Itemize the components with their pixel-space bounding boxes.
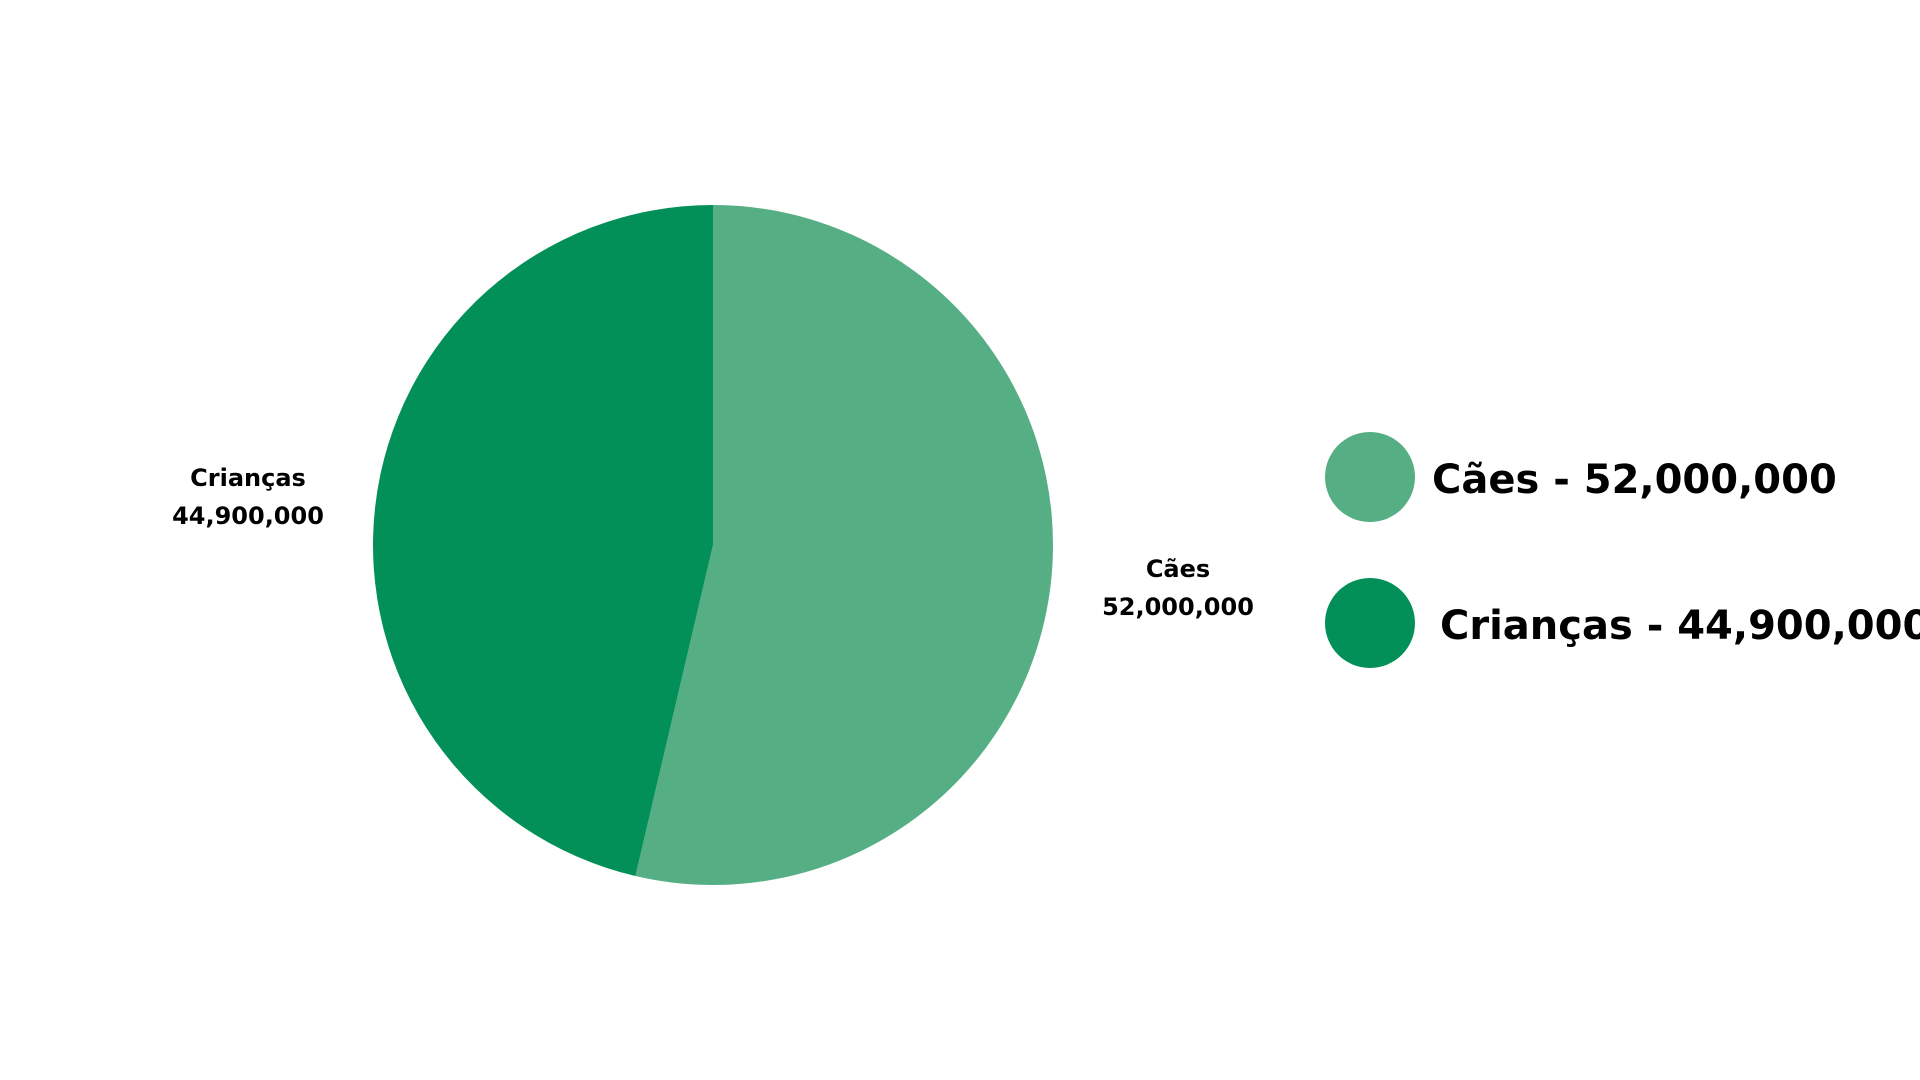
pie-slice-criancas (373, 205, 713, 877)
legend: Cães - 52,000,000 Crianças - 44,900,000 (1325, 432, 1920, 668)
slice-label-criancas: Crianças 44,900,000 (172, 464, 324, 530)
legend-label-criancas: Crianças - 44,900,000 (1440, 603, 1920, 649)
legend-item-caes: Cães - 52,000,000 (1325, 432, 1837, 522)
slice-label-criancas-value: 44,900,000 (172, 502, 324, 530)
slice-label-caes: Cães 52,000,000 (1102, 555, 1254, 621)
legend-swatch-criancas (1325, 578, 1415, 668)
pie-slice-caes (635, 205, 1054, 886)
pie (373, 205, 1054, 886)
legend-swatch-caes (1325, 432, 1415, 522)
slice-label-caes-value: 52,000,000 (1102, 593, 1254, 621)
legend-label-caes: Cães - 52,000,000 (1432, 457, 1837, 503)
slice-label-caes-name: Cães (1146, 555, 1210, 583)
slice-label-criancas-name: Crianças (190, 464, 306, 492)
legend-item-criancas: Crianças - 44,900,000 (1325, 578, 1920, 668)
